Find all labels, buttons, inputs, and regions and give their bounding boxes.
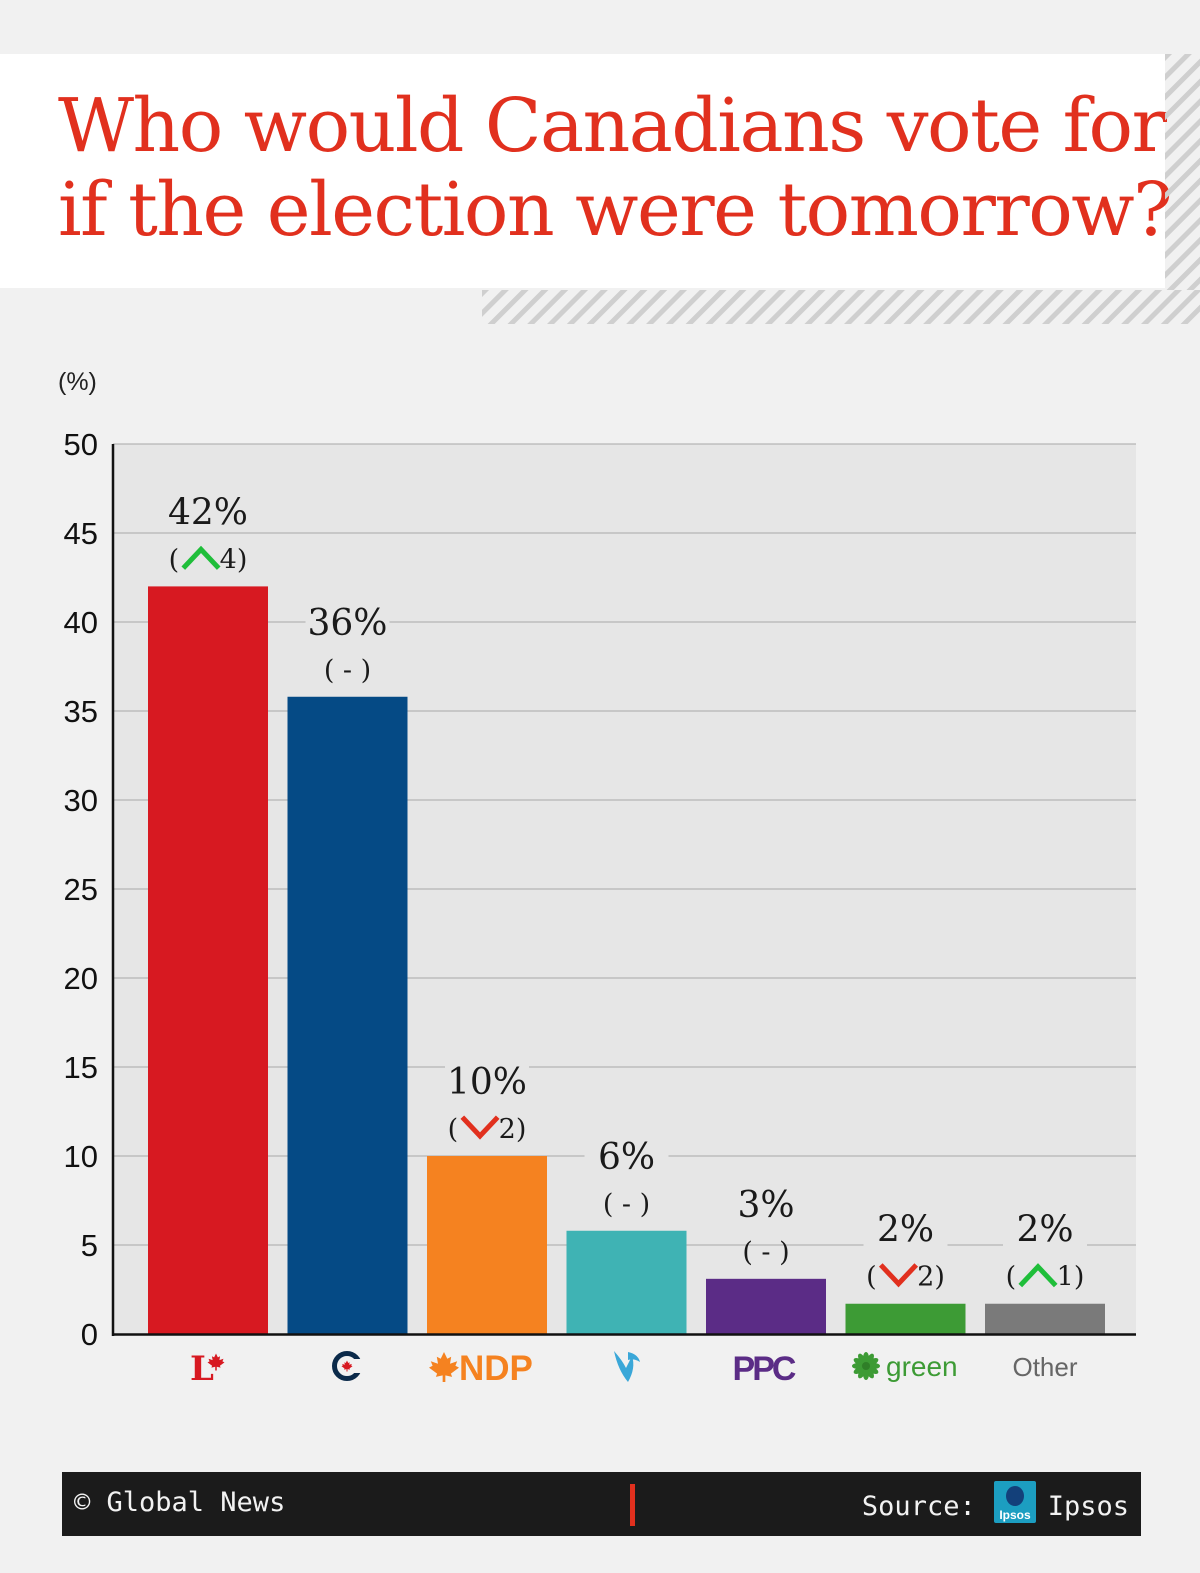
ndp-logo: NDP [429,1349,533,1388]
liberal-logo: L [190,1349,225,1389]
title-panel [0,54,1165,288]
chart-title: Who would Canadians vote for if the elec… [58,83,1173,253]
bar-green [845,1303,966,1334]
source-label: Source: [861,1490,976,1522]
ipsos-logo-text: Ipsos [999,1508,1031,1522]
bar-ppc [706,1278,826,1334]
other-label: Other [1012,1352,1077,1382]
change-label-bloc: ( - ) [603,1189,650,1220]
bar-conservative [287,696,408,1334]
copyright-text: © Global News [74,1487,286,1518]
ipsos-logo-icon: Ipsos [993,1481,1036,1523]
value-label-liberal: 42% [168,492,248,533]
y-tick-label-35: 35 [64,694,98,729]
change-arrow-down-ndp [460,1115,500,1140]
change-arrow-down-green [878,1263,919,1288]
y-tick-label-0: 0 [81,1317,98,1352]
title-line-2: if the election were tomorrow? [58,167,1173,253]
change-label-green: ( 2) [866,1262,945,1293]
y-tick-label-5: 5 [81,1228,98,1263]
source-name: Ipsos [1047,1490,1129,1522]
bar-liberal [148,586,268,1334]
change-label-liberal: ( 4) [169,544,248,575]
green-flower-center [862,1362,870,1370]
change-arrow-up-other [1018,1263,1058,1288]
change-label-other: ( 1) [1006,1262,1085,1293]
y-tick-label-15: 15 [64,1050,98,1085]
ppc-logo: PPC [733,1350,796,1388]
value-label-bg-ndp [445,1056,529,1102]
y-tick-label-10: 10 [64,1139,98,1174]
green-flower-petal [858,1367,866,1379]
change-label-conservative: ( - ) [324,655,371,686]
hatch-decoration-bottom [482,290,1200,324]
green-flower-petal [867,1366,879,1374]
y-tick-label-20: 20 [64,961,98,996]
green-flower-petal [858,1353,866,1365]
green-logo: green [852,1351,958,1382]
value-label-other: 2% [1016,1210,1073,1251]
bar-chart: 0 5 10 15 20 25 30 35 40 45 50 42% ( 4) 36% ( - ) 10% (… [64,427,1136,1389]
hatch-decoration-right [1165,54,1200,290]
y-tick-label-40: 40 [64,605,98,640]
footer-separator [630,1484,635,1526]
green-logo-text: green [886,1351,958,1382]
bloc-logo [614,1351,640,1382]
y-tick-label-25: 25 [64,872,98,907]
value-label-bg-other [1003,1203,1087,1250]
source-credit: Source: Ipsos Ipsos [861,1481,1129,1525]
y-tick-label-45: 45 [64,516,98,551]
change-label-ndp: ( 2) [448,1114,527,1145]
value-label-green: 2% [877,1210,934,1251]
green-flower-petal [853,1358,865,1366]
y-tick-label-50: 50 [64,427,98,462]
green-flower-petal [866,1353,874,1365]
svg-text:L: L [190,1349,214,1389]
value-label-ndp: 10% [447,1062,527,1103]
gridlines [113,443,1136,1246]
ndp-logo-text: NDP [459,1349,533,1388]
value-label-bg-conservative [305,596,390,643]
value-label-ppc: 3% [737,1185,794,1226]
bar-bloc [566,1230,687,1334]
conservative-logo [332,1351,364,1381]
bar-other [985,1303,1105,1334]
value-label-bg-green [863,1203,948,1250]
value-label-bg-bloc [584,1130,669,1177]
value-label-bloc: 6% [598,1137,655,1178]
bars [148,586,1105,1334]
value-label-bg-liberal [166,486,250,533]
change-arrow-up-liberal [181,545,221,570]
y-axis-ticks: 0 5 10 15 20 25 30 35 40 45 50 [64,427,98,1352]
y-tick-label-30: 30 [64,783,98,818]
footer-bar: © Global News Source: Ipsos Ipsos [62,1472,1141,1536]
value-label-bg-ppc [724,1178,808,1225]
change-label-ppc: ( - ) [742,1237,789,1268]
bar-ndp [427,1156,547,1334]
value-label-conservative: 36% [307,603,387,644]
y-axis-unit-label: (%) [58,368,97,396]
title-line-1: Who would Canadians vote for [58,83,1167,169]
data-labels: 42% ( 4) 36% ( - ) 10% ( 2) 6% ( - ) 3% ( - ) 2% ( … [166,486,1087,1293]
